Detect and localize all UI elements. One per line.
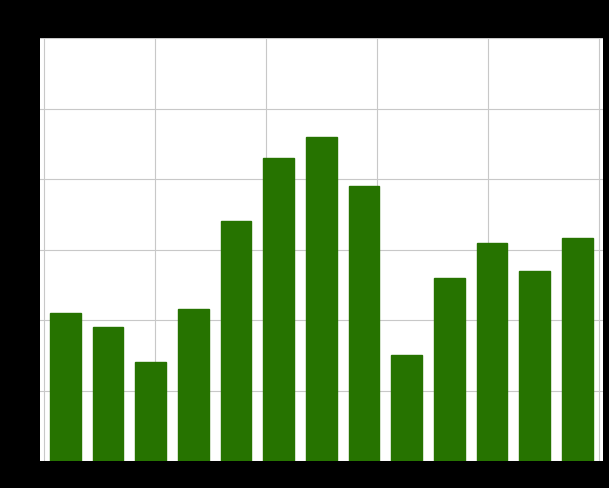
Bar xyxy=(220,222,252,461)
Bar xyxy=(263,159,294,461)
Bar xyxy=(93,327,123,461)
Bar xyxy=(348,187,379,461)
Bar xyxy=(50,313,80,461)
Bar xyxy=(306,138,337,461)
Bar xyxy=(391,356,422,461)
Bar xyxy=(135,363,166,461)
Bar xyxy=(434,278,465,461)
Bar xyxy=(519,271,550,461)
Bar xyxy=(477,243,507,461)
Bar xyxy=(178,309,208,461)
Bar xyxy=(562,239,593,461)
